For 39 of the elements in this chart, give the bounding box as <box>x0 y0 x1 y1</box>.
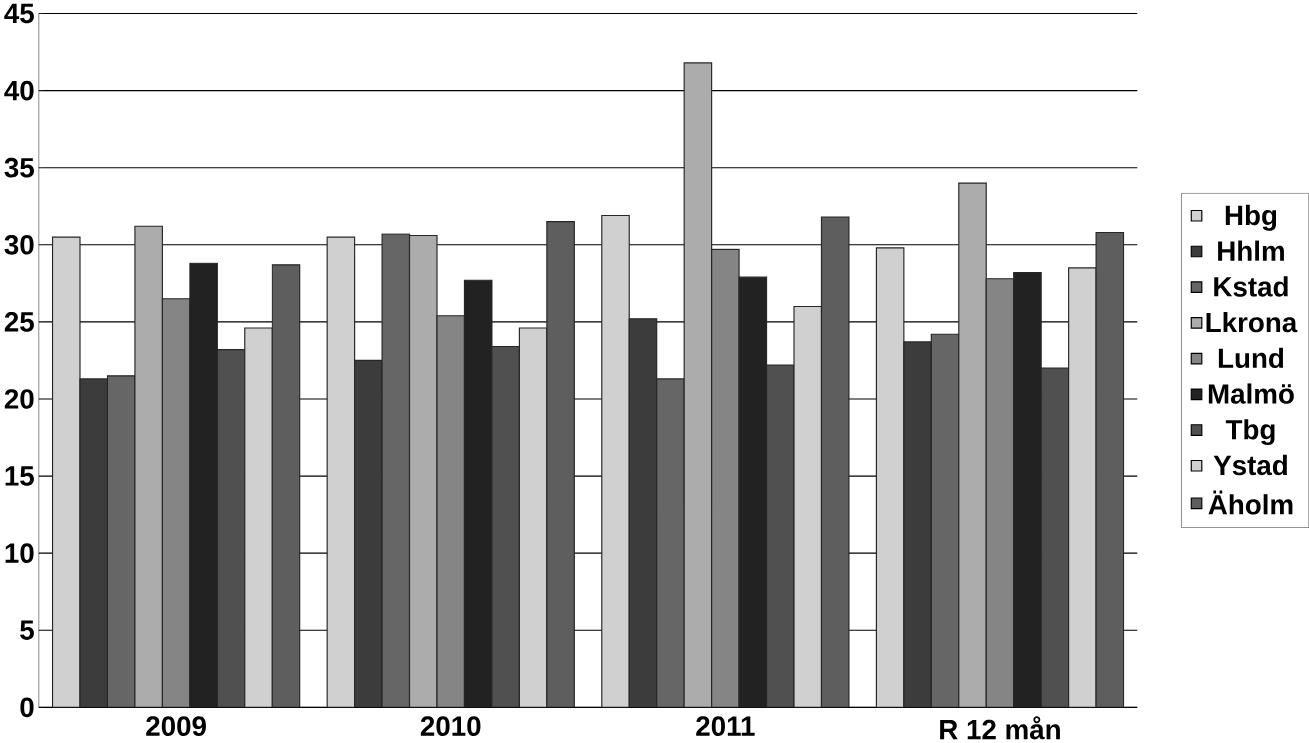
y-tick-label: 5 <box>20 620 34 640</box>
legend-label: Kstad <box>1214 276 1288 297</box>
legend-label: Äholm <box>1208 490 1293 515</box>
y-tick-label: 25 <box>4 311 34 332</box>
y-tick-label: 45 <box>4 3 34 24</box>
legend-label: Lund <box>1218 347 1284 368</box>
legend-label: Hhlm <box>1218 240 1284 261</box>
bar <box>546 220 575 708</box>
x-tick-label: 2011 <box>696 716 755 736</box>
y-tick-label: 15 <box>5 466 34 486</box>
bar <box>601 214 630 708</box>
x-tick-label: R 12 mån <box>940 716 1060 740</box>
y-tick-label: 0 <box>20 697 34 717</box>
legend-label: Hbg <box>1225 204 1277 231</box>
legend-label: Malmö <box>1208 383 1294 404</box>
bar <box>271 264 301 708</box>
x-tick-label: 2010 <box>420 716 481 736</box>
bar <box>408 234 438 708</box>
y-tick-label: 20 <box>4 389 34 409</box>
bar <box>1095 231 1125 708</box>
y-tick-label: 10 <box>5 543 34 563</box>
bar <box>765 364 795 708</box>
bar <box>958 182 987 708</box>
y-tick-label: 40 <box>4 80 34 101</box>
bar <box>134 225 163 708</box>
bar <box>683 62 713 708</box>
bar <box>216 348 246 708</box>
bar <box>51 236 81 708</box>
bar <box>326 236 356 708</box>
legend-label: Tbg <box>1225 418 1275 445</box>
y-tick-label: 30 <box>4 234 34 255</box>
legend-label: Lkrona <box>1206 311 1298 333</box>
bar <box>491 345 520 708</box>
x-tick-label: 2009 <box>146 716 206 736</box>
bar <box>875 247 905 708</box>
legend-label: Ystad <box>1213 454 1287 476</box>
bar <box>820 216 850 708</box>
bar <box>1040 367 1070 708</box>
y-tick-label: 35 <box>4 157 34 178</box>
